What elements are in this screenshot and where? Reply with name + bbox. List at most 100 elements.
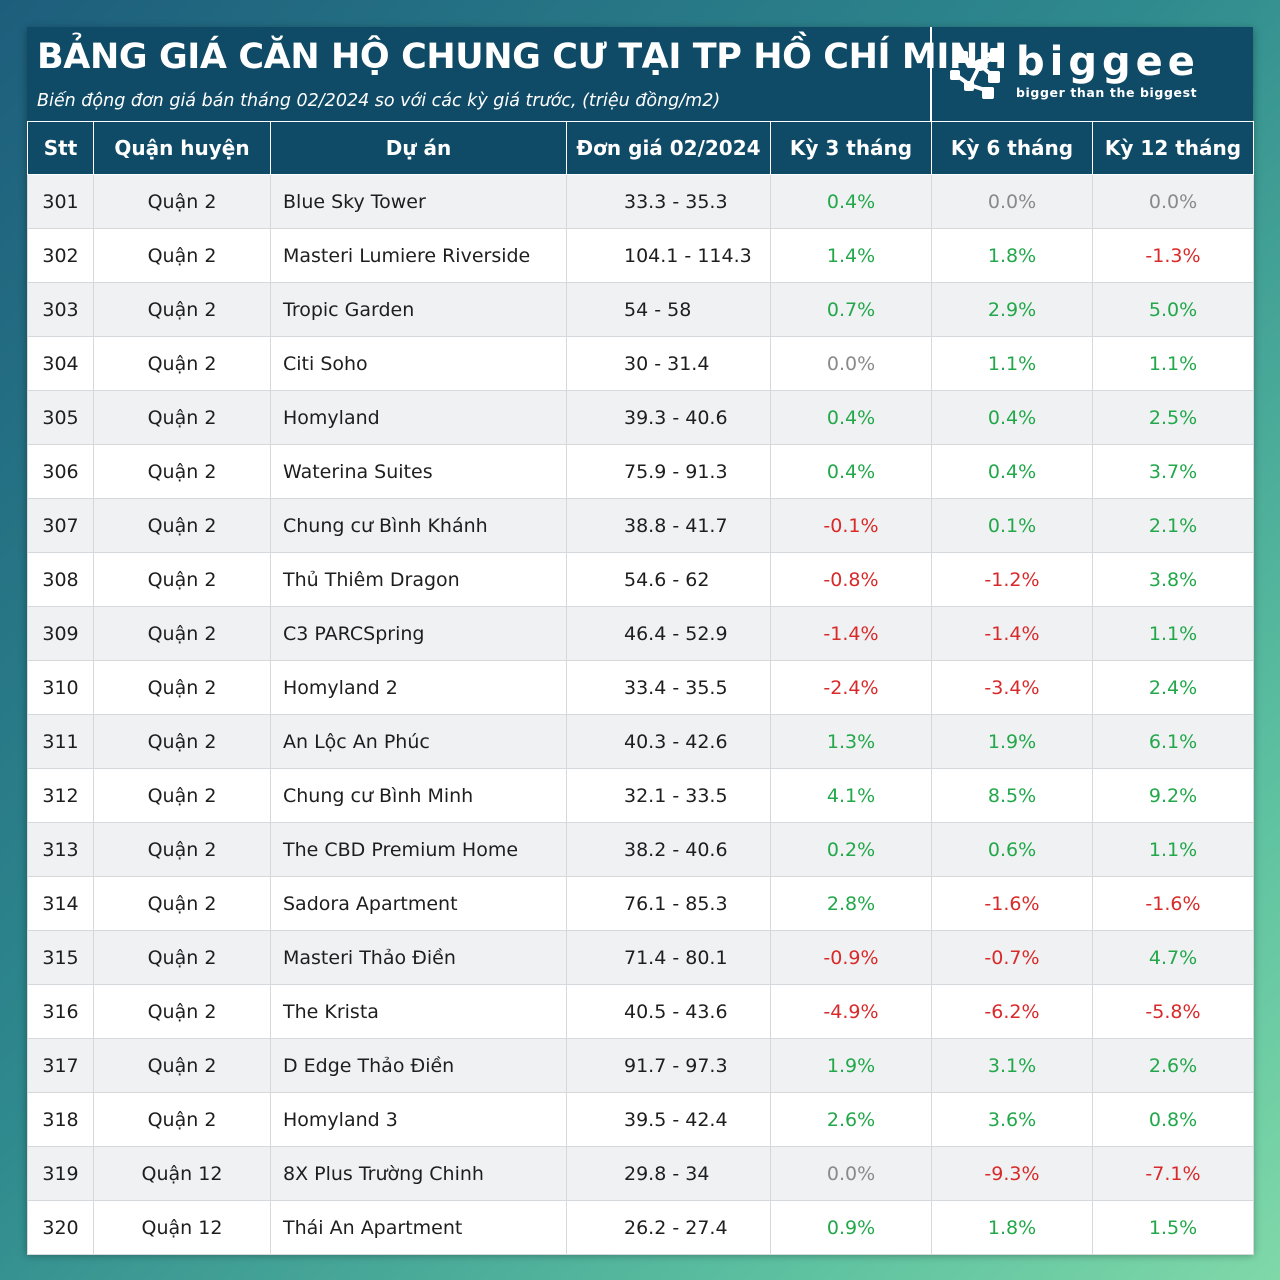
cell-district: Quận 12: [93, 1200, 271, 1255]
cell-change-3m: 0.0%: [770, 336, 932, 391]
cell-stt: 302: [27, 228, 94, 283]
cell-district: Quận 2: [93, 768, 271, 823]
cell-change-6m: -1.4%: [931, 606, 1093, 661]
cell-price: 32.1 - 33.5: [566, 768, 771, 823]
cell-change-12m: 9.2%: [1092, 768, 1254, 823]
table-row: 314 Quận 2 Sadora Apartment 76.1 - 85.3 2.8%…: [27, 876, 1254, 931]
cell-district: Quận 2: [93, 822, 271, 877]
brand-tagline: bigger than the biggest: [1016, 85, 1198, 100]
cell-stt: 310: [27, 660, 94, 715]
cell-change-3m: -0.1%: [770, 498, 932, 553]
table-row: 313 Quận 2 The CBD Premium Home 38.2 - 40.6…: [27, 822, 1254, 877]
cell-stt: 316: [27, 984, 94, 1039]
page-subtitle: Biến động đơn giá bán tháng 02/2024 so v…: [37, 91, 721, 111]
cell-district: Quận 2: [93, 660, 271, 715]
cell-stt: 314: [27, 876, 94, 931]
cell-stt: 305: [27, 390, 94, 445]
cell-change-12m: 0.0%: [1092, 174, 1254, 229]
cell-project: Homyland: [270, 390, 567, 445]
table-row: 319 Quận 12 8X Plus Trường Chinh 29.8 - 34 0…: [27, 1146, 1254, 1201]
cell-change-3m: -0.9%: [770, 930, 932, 985]
cell-change-3m: 0.4%: [770, 174, 932, 229]
table-row: 308 Quận 2 Thủ Thiêm Dragon 54.6 - 62 -0.8% -…: [27, 552, 1254, 607]
cell-district: Quận 2: [93, 282, 271, 337]
cell-price: 54 - 58: [566, 282, 771, 337]
cell-stt: 308: [27, 552, 94, 607]
table-row: 304 Quận 2 Citi Soho 30 - 31.4 0.0% 1.1% 1.1%: [27, 336, 1254, 391]
cell-price: 30 - 31.4: [566, 336, 771, 391]
cell-change-6m: -9.3%: [931, 1146, 1093, 1201]
cell-change-3m: 0.2%: [770, 822, 932, 877]
cell-change-12m: 1.5%: [1092, 1200, 1254, 1255]
table-row: 305 Quận 2 Homyland 39.3 - 40.6 0.4% 0.4% 2.5%: [27, 390, 1254, 445]
cell-project: Citi Soho: [270, 336, 567, 391]
cell-district: Quận 2: [93, 1092, 271, 1147]
cell-change-12m: 3.7%: [1092, 444, 1254, 499]
cell-change-3m: -0.8%: [770, 552, 932, 607]
cell-change-6m: 1.8%: [931, 1200, 1093, 1255]
cell-project: Waterina Suites: [270, 444, 567, 499]
cell-district: Quận 2: [93, 390, 271, 445]
table-row: 311 Quận 2 An Lộc An Phúc 40.3 - 42.6 1.3% 1.…: [27, 714, 1254, 769]
cell-change-12m: 2.4%: [1092, 660, 1254, 715]
table-row: 301 Quận 2 Blue Sky Tower 33.3 - 35.3 0.4% 0.…: [27, 174, 1254, 229]
table-header-row: Stt Quận huyện Dự án Đơn giá 02/2024 Kỳ 3 th…: [27, 121, 1254, 175]
cell-change-12m: 3.8%: [1092, 552, 1254, 607]
cell-change-3m: 0.4%: [770, 444, 932, 499]
cell-change-3m: 0.0%: [770, 1146, 932, 1201]
price-table-card: BẢNG GIÁ CĂN HỘ CHUNG CƯ TẠI TP HỒ CHÍ M…: [27, 27, 1254, 1255]
table-row: 309 Quận 2 C3 PARCSpring 46.4 - 52.9 -1.4% -1…: [27, 606, 1254, 661]
cell-price: 33.3 - 35.3: [566, 174, 771, 229]
table-row: 307 Quận 2 Chung cư Bình Khánh 38.8 - 41.7-…: [27, 498, 1254, 553]
cell-change-6m: 0.4%: [931, 444, 1093, 499]
cell-change-6m: 8.5%: [931, 768, 1093, 823]
cell-project: Chung cư Bình Minh: [270, 768, 567, 823]
cell-price: 75.9 - 91.3: [566, 444, 771, 499]
cell-price: 54.6 - 62: [566, 552, 771, 607]
table-row: 312 Quận 2 Chung cư Bình Minh 32.1 - 33.5 4.…: [27, 768, 1254, 823]
cell-stt: 317: [27, 1038, 94, 1093]
cell-change-12m: 5.0%: [1092, 282, 1254, 337]
cell-change-6m: 1.1%: [931, 336, 1093, 391]
cell-change-12m: -1.6%: [1092, 876, 1254, 931]
cell-change-3m: 4.1%: [770, 768, 932, 823]
cell-change-12m: -7.1%: [1092, 1146, 1254, 1201]
page-title: BẢNG GIÁ CĂN HỘ CHUNG CƯ TẠI TP HỒ CHÍ M…: [37, 37, 1007, 77]
cell-change-6m: -1.6%: [931, 876, 1093, 931]
cell-price: 39.3 - 40.6: [566, 390, 771, 445]
cell-stt: 306: [27, 444, 94, 499]
cell-project: 8X Plus Trường Chinh: [270, 1146, 567, 1201]
cell-price: 26.2 - 27.4: [566, 1200, 771, 1255]
price-table: Stt Quận huyện Dự án Đơn giá 02/2024 Kỳ 3 th…: [27, 121, 1254, 1255]
cell-district: Quận 2: [93, 1038, 271, 1093]
cell-project: Thủ Thiêm Dragon: [270, 552, 567, 607]
cell-price: 76.1 - 85.3: [566, 876, 771, 931]
cell-change-12m: 1.1%: [1092, 336, 1254, 391]
column-header-project: Dự án: [270, 121, 567, 175]
cell-change-6m: 0.6%: [931, 822, 1093, 877]
cell-stt: 315: [27, 930, 94, 985]
cell-district: Quận 2: [93, 984, 271, 1039]
cell-change-3m: 0.4%: [770, 390, 932, 445]
column-header-change-12m: Kỳ 12 tháng: [1092, 121, 1254, 175]
cell-project: The CBD Premium Home: [270, 822, 567, 877]
cell-district: Quận 2: [93, 930, 271, 985]
cell-project: Tropic Garden: [270, 282, 567, 337]
table-row: 303 Quận 2 Tropic Garden 54 - 58 0.7% 2.9% 5.0…: [27, 282, 1254, 337]
cell-change-12m: 1.1%: [1092, 822, 1254, 877]
table-row: 315 Quận 2 Masteri Thảo Điền 71.4 - 80.1 -0.…: [27, 930, 1254, 985]
cell-price: 91.7 - 97.3: [566, 1038, 771, 1093]
cell-price: 46.4 - 52.9: [566, 606, 771, 661]
table-row: 320 Quận 12 Thái An Apartment 26.2 - 27.4 0.…: [27, 1200, 1254, 1255]
cell-district: Quận 2: [93, 228, 271, 283]
cell-change-3m: 2.8%: [770, 876, 932, 931]
cell-district: Quận 2: [93, 552, 271, 607]
table-row: 318 Quận 2 Homyland 3 39.5 - 42.4 2.6% 3.6% 0.…: [27, 1092, 1254, 1147]
table-row: 306 Quận 2 Waterina Suites 75.9 - 91.3 0.4% 0…: [27, 444, 1254, 499]
brand-logo: biggee bigger than the biggest: [930, 27, 1255, 121]
header-banner: BẢNG GIÁ CĂN HỘ CHUNG CƯ TẠI TP HỒ CHÍ M…: [27, 27, 1253, 121]
cell-district: Quận 2: [93, 714, 271, 769]
column-header-stt: Stt: [27, 121, 94, 175]
cell-price: 38.2 - 40.6: [566, 822, 771, 877]
cell-change-3m: -4.9%: [770, 984, 932, 1039]
